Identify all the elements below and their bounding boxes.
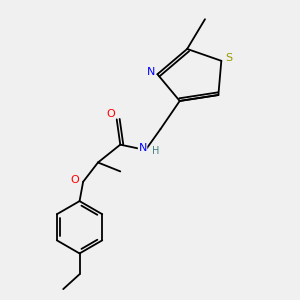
Text: O: O bbox=[106, 109, 115, 119]
Text: N: N bbox=[138, 142, 147, 153]
Text: H: H bbox=[152, 146, 160, 157]
Text: O: O bbox=[70, 175, 79, 185]
Text: S: S bbox=[225, 53, 232, 64]
Text: N: N bbox=[147, 67, 155, 77]
